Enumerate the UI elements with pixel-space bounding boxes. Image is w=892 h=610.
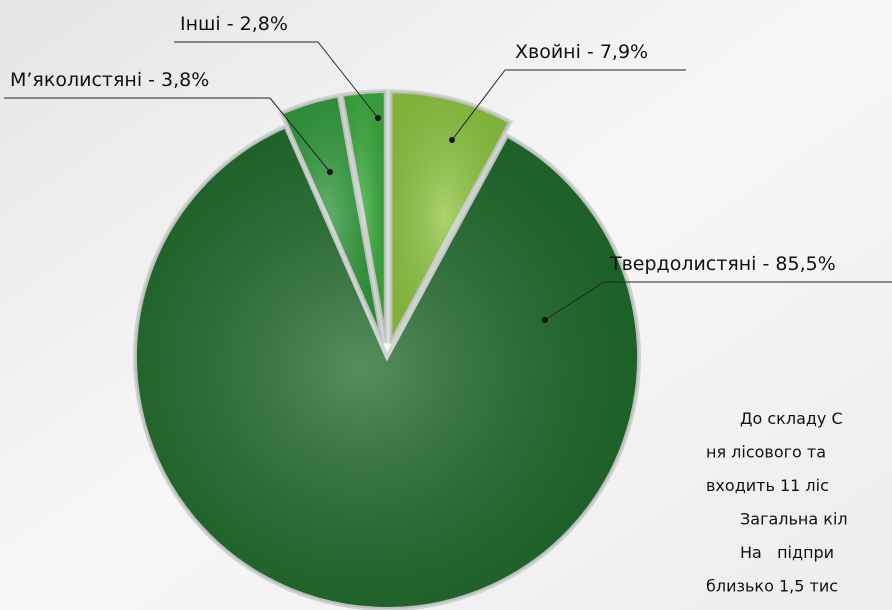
slice-label: М’яколистяні - 3,8% (10, 69, 209, 91)
leader-dot (375, 115, 381, 121)
body-text-line: входить 11 ліс (706, 476, 829, 495)
leader-line (544, 281, 605, 321)
body-text-line: На підпри (740, 543, 834, 562)
slice-shade (390, 91, 511, 344)
slice-shade (135, 126, 640, 609)
body-text-line: До складу С (740, 409, 843, 428)
leader-line (269, 97, 331, 173)
leader-dot (327, 169, 333, 175)
pie (133, 89, 641, 610)
slice-label: Інші - 2,8% (180, 13, 288, 35)
body-text-line: близько 1,5 тис (706, 577, 838, 596)
body-text-line: Загальна кіл (740, 510, 848, 529)
labels: Твердолистяні - 85,5% Хвойні - 7,9% М’якол… (4, 13, 892, 596)
slice-label: Твердолистяні - 85,5% (609, 253, 836, 275)
leader-line (317, 41, 379, 119)
leader-line (451, 69, 506, 141)
leader-dot (449, 137, 455, 143)
slice-shade (281, 95, 383, 344)
slice-label: Хвойні - 7,9% (515, 41, 648, 63)
body-text-line: ня лісового та (706, 443, 826, 462)
slice-shade (341, 91, 386, 344)
leader-dot (542, 317, 548, 323)
